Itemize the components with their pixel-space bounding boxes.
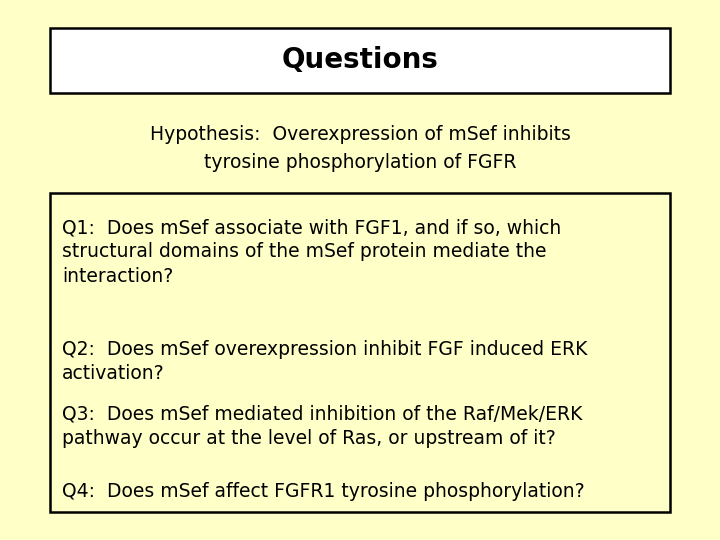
Text: Hypothesis:  Overexpression of mSef inhibits: Hypothesis: Overexpression of mSef inhib… xyxy=(150,125,570,145)
Text: Q3:  Does mSef mediated inhibition of the Raf/Mek/ERK
pathway occur at the level: Q3: Does mSef mediated inhibition of the… xyxy=(62,405,582,448)
FancyBboxPatch shape xyxy=(50,28,670,93)
Text: Q4:  Does mSef affect FGFR1 tyrosine phosphorylation?: Q4: Does mSef affect FGFR1 tyrosine phos… xyxy=(62,482,585,501)
Text: Questions: Questions xyxy=(282,46,438,75)
Text: tyrosine phosphorylation of FGFR: tyrosine phosphorylation of FGFR xyxy=(204,153,516,172)
Text: Q2:  Does mSef overexpression inhibit FGF induced ERK
activation?: Q2: Does mSef overexpression inhibit FGF… xyxy=(62,340,588,383)
FancyBboxPatch shape xyxy=(50,193,670,512)
Text: Q1:  Does mSef associate with FGF1, and if so, which
structural domains of the m: Q1: Does mSef associate with FGF1, and i… xyxy=(62,218,562,286)
